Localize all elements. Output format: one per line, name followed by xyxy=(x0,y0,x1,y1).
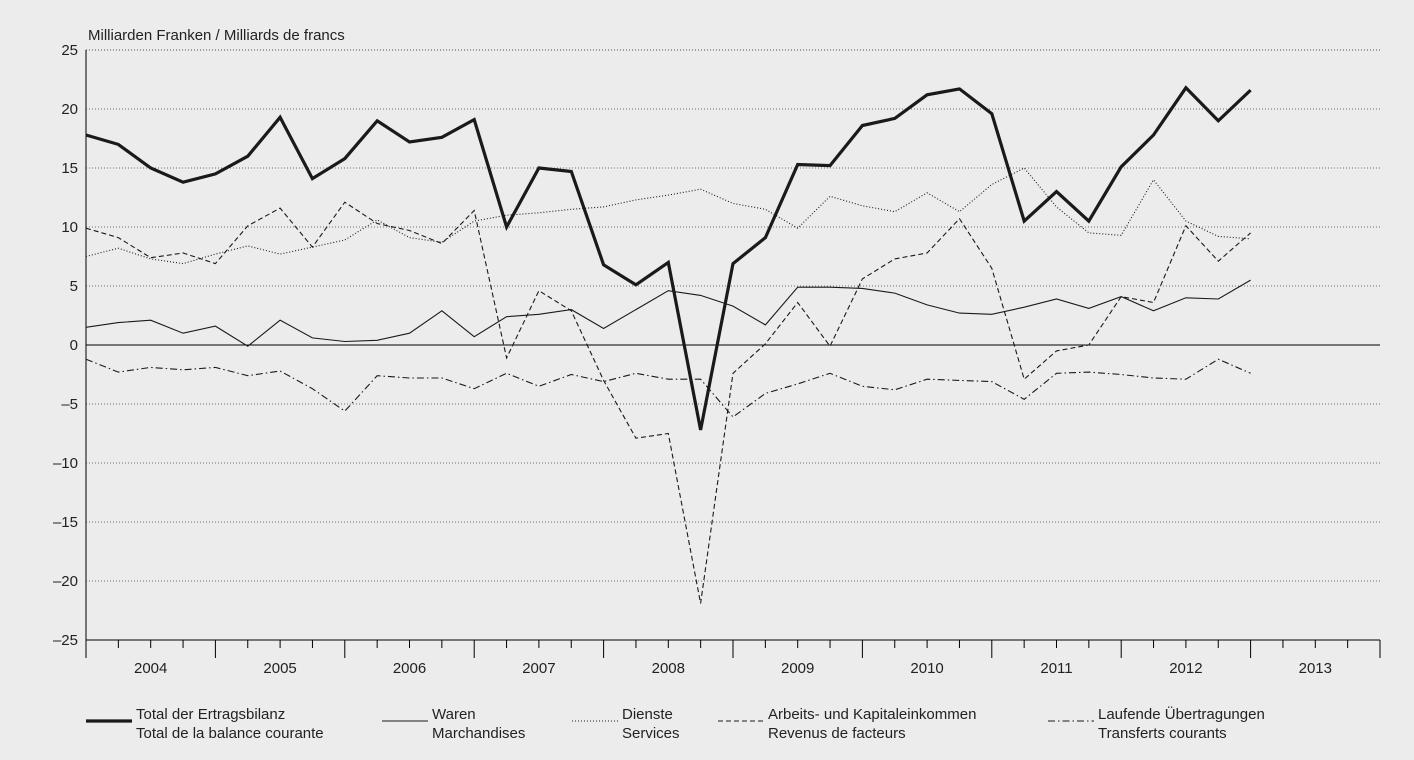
x-tick-label: 2012 xyxy=(1169,660,1202,677)
y-axis: 25 20 15 10 5 0 –5 –10 –15 –20 –25 xyxy=(53,42,87,649)
x-tick-label: 2006 xyxy=(393,660,426,677)
legend-label: Waren xyxy=(432,706,476,723)
x-tick-label: 2013 xyxy=(1299,660,1332,677)
legend: Total der Ertragsbilanz Total de la balan… xyxy=(86,705,1265,742)
series-lines xyxy=(85,85,1252,604)
x-tick-label: 2009 xyxy=(781,660,814,677)
series-line-0 xyxy=(85,85,1252,431)
x-tick-label: 2008 xyxy=(652,660,685,677)
legend-label: Total der Ertragsbilanz xyxy=(136,706,285,723)
series-line-4 xyxy=(85,358,1251,418)
legend-label: Arbeits- und Kapitaleinkommen xyxy=(768,706,976,723)
legend-label: Dienste xyxy=(622,706,673,723)
y-tick-label: 15 xyxy=(61,160,78,177)
y-tick-label: 20 xyxy=(61,101,78,118)
legend-label-secondary: Total de la balance courante xyxy=(136,725,324,742)
series-line-2 xyxy=(85,167,1251,265)
legend-label-secondary: Revenus de facteurs xyxy=(768,725,906,742)
y-tick-label: 25 xyxy=(61,42,78,59)
y-tick-label: –5 xyxy=(61,396,78,413)
y-tick-label: 0 xyxy=(70,337,78,354)
x-tick-label: 2004 xyxy=(134,660,167,677)
x-tick-label: 2011 xyxy=(1040,660,1072,677)
series-line-3 xyxy=(85,201,1251,604)
y-tick-label: 5 xyxy=(70,278,78,295)
y-tick-label: –25 xyxy=(53,632,78,649)
x-tick-label: 2010 xyxy=(910,660,943,677)
series-line-1 xyxy=(85,279,1251,347)
y-tick-label: 10 xyxy=(61,219,78,236)
x-tick-label: 2005 xyxy=(263,660,296,677)
x-tick-label: 2007 xyxy=(522,660,555,677)
y-tick-label: –20 xyxy=(53,573,78,590)
y-tick-label: –15 xyxy=(53,514,78,531)
y-tick-label: –10 xyxy=(53,455,78,472)
gridlines xyxy=(86,49,1380,582)
legend-label-secondary: Transferts courants xyxy=(1098,725,1227,742)
legend-label-secondary: Marchandises xyxy=(432,725,525,742)
legend-label: Laufende Übertragungen xyxy=(1098,705,1265,723)
legend-label-secondary: Services xyxy=(622,725,680,742)
x-axis: 2004 2005 2006 2007 2008 2009 2010 2011 2012 2013 xyxy=(85,639,1381,677)
unit-label: Milliarden Franken / Milliards de francs xyxy=(88,27,345,44)
